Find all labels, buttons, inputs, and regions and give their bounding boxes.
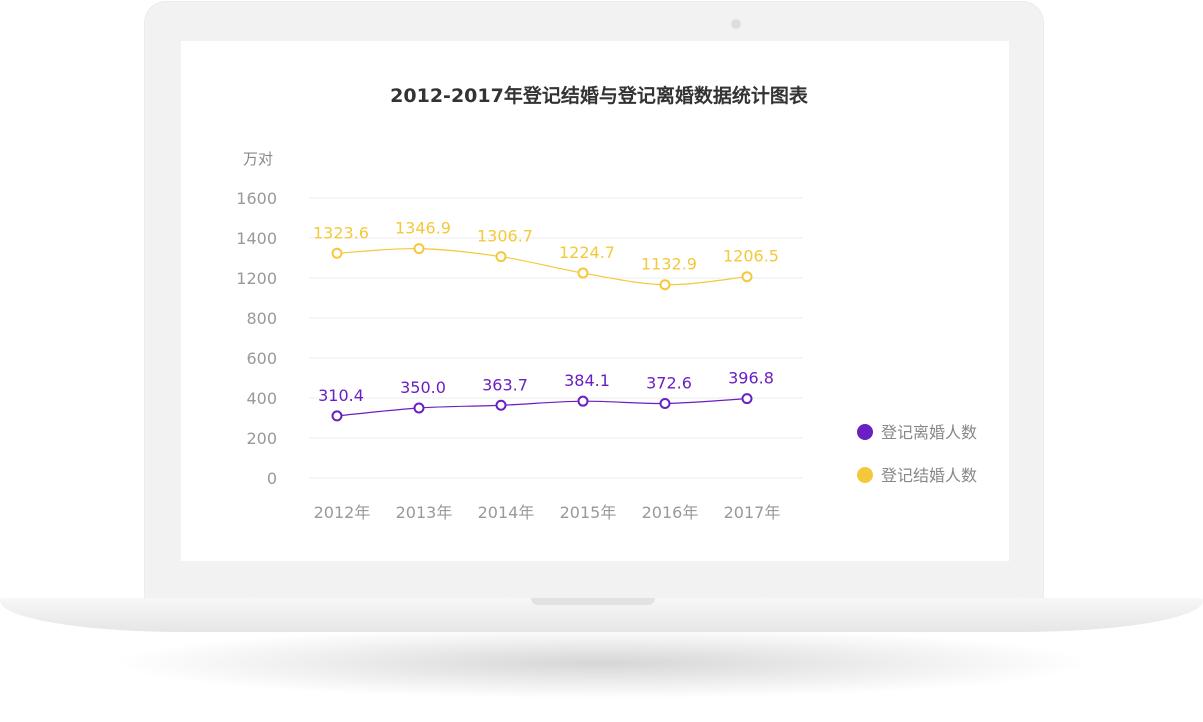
y-tick-label: 1400 (236, 229, 277, 248)
data-label-divorce: 396.8 (728, 369, 774, 388)
data-label-divorce: 363.7 (482, 375, 528, 394)
x-tick-label: 2016年 (642, 503, 699, 522)
x-tick-label: 2017年 (724, 503, 781, 522)
data-point-divorce (577, 395, 589, 407)
y-tick-label: 1200 (236, 269, 277, 288)
series-line-marriage (336, 247, 748, 286)
data-label-marriage: 1306.7 (477, 227, 533, 246)
camera-dot (731, 19, 741, 29)
y-tick-label: 200 (246, 429, 277, 448)
legend-item-divorce: 登记离婚人数 (857, 423, 977, 442)
series-marriage: 1323.6 1346.9 1306.7 1224.7 1132.9 1206.5 (313, 219, 779, 291)
series-divorce: 310.4 350.0 363.7 384.1 372.6 396.8 (318, 369, 774, 422)
chart-title: 2012-2017年登记结婚与登记离婚数据统计图表 (390, 84, 809, 107)
grid-lines (309, 197, 802, 479)
y-tick-label: 0 (267, 469, 277, 488)
series-line-divorce (336, 398, 748, 417)
data-label-divorce: 372.6 (646, 373, 692, 392)
data-label-divorce: 384.1 (564, 371, 610, 390)
data-point-divorce (741, 393, 753, 405)
y-axis-ticks: 0 200 400 600 800 1200 1400 1600 (236, 189, 277, 488)
data-label-marriage: 1224.7 (559, 243, 615, 262)
data-label-marriage: 1206.5 (723, 247, 779, 266)
x-axis-ticks: 2012年 2013年 2014年 2015年 2016年 2017年 (314, 503, 781, 522)
legend-label: 登记结婚人数 (881, 466, 977, 485)
data-point-marriage (331, 247, 343, 259)
x-tick-label: 2012年 (314, 503, 371, 522)
x-tick-label: 2015年 (560, 503, 617, 522)
y-axis-unit-label: 万对 (243, 150, 273, 168)
laptop-notch (531, 598, 655, 605)
y-tick-label: 800 (246, 309, 277, 328)
data-point-marriage (577, 267, 589, 279)
data-label-marriage: 1346.9 (395, 219, 451, 238)
x-tick-label: 2014年 (478, 503, 535, 522)
legend-item-marriage: 登记结婚人数 (857, 466, 977, 485)
data-point-marriage (495, 251, 507, 263)
data-point-marriage (659, 279, 671, 291)
series-layer: 310.4 350.0 363.7 384.1 372.6 396.8 1323.6 1346… (313, 219, 779, 422)
data-label-marriage: 1132.9 (641, 255, 697, 274)
data-point-divorce (331, 410, 343, 422)
y-tick-label: 600 (246, 349, 277, 368)
laptop-floor-shadow (120, 628, 1083, 698)
y-tick-label: 1600 (236, 189, 277, 208)
data-label-divorce: 350.0 (400, 378, 446, 397)
y-tick-label: 400 (246, 389, 277, 408)
data-point-divorce (659, 397, 671, 409)
data-point-marriage (741, 271, 753, 283)
x-tick-label: 2013年 (396, 503, 453, 522)
legend-label: 登记离婚人数 (881, 423, 977, 442)
laptop-screen: 2012-2017年登记结婚与登记离婚数据统计图表 万对 0 200 400 600 8… (181, 41, 1009, 561)
data-label-marriage: 1323.6 (313, 223, 369, 242)
data-point-divorce (413, 402, 425, 414)
line-chart: 2012-2017年登记结婚与登记离婚数据统计图表 万对 0 200 400 600 8… (236, 84, 977, 522)
data-label-divorce: 310.4 (318, 386, 364, 405)
legend-marker (857, 467, 873, 483)
data-point-marriage (413, 243, 425, 255)
legend-marker (857, 424, 873, 440)
data-point-divorce (495, 399, 507, 411)
